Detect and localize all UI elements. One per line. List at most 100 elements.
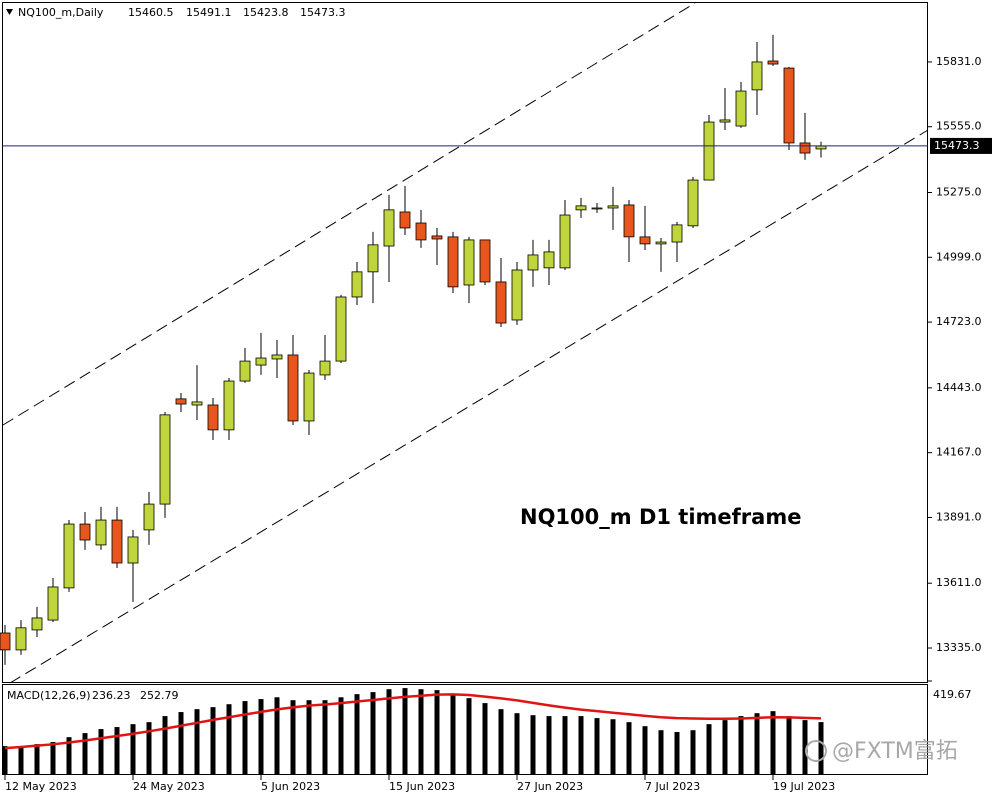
candle-body — [351, 271, 363, 298]
y-tick-label: 14999.0 — [936, 250, 982, 263]
x-tick-label: 27 Jun 2023 — [517, 780, 583, 793]
macd-bar — [450, 695, 456, 775]
macd-value: 236.23 — [92, 689, 131, 702]
candle-body — [527, 254, 539, 271]
macd-bar — [514, 713, 520, 775]
macd-signal-value: 252.79 — [140, 689, 179, 702]
candle-body — [31, 617, 43, 631]
candle-body — [799, 142, 811, 154]
macd-bar — [178, 712, 184, 775]
macd-bar — [242, 701, 248, 775]
macd-bar — [2, 746, 8, 775]
y-tick-label: 14167.0 — [936, 446, 982, 459]
macd-bar — [274, 697, 280, 775]
channel-lower — [9, 129, 929, 684]
candle-body — [751, 61, 763, 91]
candle-body — [47, 586, 59, 621]
macd-bar — [578, 716, 584, 775]
macd-bar — [130, 724, 136, 775]
candle-body — [447, 236, 459, 288]
macd-bar — [562, 716, 568, 775]
candle-body — [319, 360, 331, 376]
candle-body — [511, 269, 523, 321]
candle-body — [0, 632, 11, 651]
macd-bar — [370, 692, 376, 775]
macd-bar — [226, 704, 232, 775]
macd-bar — [98, 729, 104, 775]
annotation: NQ100_m D1 timeframe — [520, 505, 801, 529]
candle-body — [63, 523, 75, 589]
candle-body — [255, 357, 267, 366]
x-tick-label: 7 Jul 2023 — [645, 780, 700, 793]
macd-bar — [530, 715, 536, 775]
macd-bar — [258, 699, 264, 775]
macd-bar — [34, 744, 40, 775]
macd-bar — [658, 730, 664, 775]
macd-bar — [418, 689, 424, 775]
macd-bar — [50, 742, 56, 775]
candle-body — [767, 60, 779, 65]
price-label: 15473.3 — [934, 139, 980, 152]
x-tick-label: 19 Jul 2023 — [773, 780, 835, 793]
candle-body — [479, 239, 491, 283]
macd-bar — [754, 713, 760, 775]
candle-body — [175, 398, 187, 405]
macd-bar — [114, 727, 120, 775]
header-low: 15423.8 — [243, 6, 289, 19]
main-panel — [2, 2, 928, 683]
candle-body — [79, 523, 91, 541]
macd-bar — [18, 746, 24, 775]
macd-bar — [690, 730, 696, 775]
macd-panel — [2, 684, 928, 775]
macd-bar — [194, 709, 200, 775]
macd-bar — [738, 716, 744, 775]
channel-upper — [2, 2, 696, 426]
header-open: 15460.5 — [128, 6, 174, 19]
candle-body — [495, 281, 507, 324]
macd-bar — [626, 722, 632, 775]
macd-bar — [402, 688, 408, 775]
candle-body — [191, 401, 203, 406]
y-tick-label: 14723.0 — [936, 315, 982, 328]
macd-bar — [354, 694, 360, 775]
macd-bar — [66, 737, 72, 775]
macd-bar — [82, 733, 88, 775]
candle-body — [735, 90, 747, 127]
watermark-icon — [805, 740, 827, 762]
header-high: 15491.1 — [186, 6, 232, 19]
price-label-box — [930, 137, 992, 154]
macd-bar — [546, 716, 552, 775]
watermark: @FXTM富拓 — [832, 739, 958, 764]
macd-bar — [306, 700, 312, 775]
y-tick-label: 14443.0 — [936, 381, 982, 394]
header-title: NQ100_m,Daily — [18, 6, 104, 19]
candle-body — [623, 204, 635, 238]
macd-bar — [722, 720, 728, 775]
y-tick-label: 15555.0 — [936, 120, 982, 133]
macd-bar — [498, 709, 504, 775]
y-tick-label: 15275.0 — [936, 185, 982, 198]
macd-bar — [210, 707, 216, 775]
x-tick-label: 24 May 2023 — [133, 780, 205, 793]
header-close: 15473.3 — [300, 6, 346, 19]
candle-body — [399, 211, 411, 229]
candle-body — [159, 414, 171, 505]
candle-body — [223, 380, 235, 431]
y-tick-label: 13611.0 — [936, 576, 982, 589]
candle-body — [111, 519, 123, 564]
candle-body — [127, 536, 139, 564]
y-tick-label: 13891.0 — [936, 510, 982, 523]
y-tick-label: 419.67 — [933, 688, 972, 701]
macd-bar — [338, 697, 344, 775]
candle-body — [271, 354, 283, 360]
candle-body — [239, 360, 251, 382]
macd-bar — [466, 698, 472, 775]
macd-bar — [162, 716, 168, 775]
candle-body — [287, 354, 299, 422]
y-tick-label: 15831.0 — [936, 55, 982, 68]
candle-body — [559, 214, 571, 269]
macd-bar — [706, 724, 712, 775]
candle-body — [703, 121, 715, 181]
